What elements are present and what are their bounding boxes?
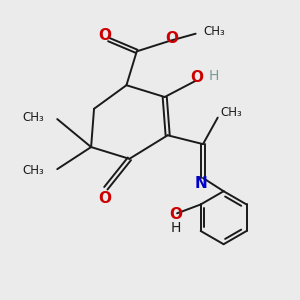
Text: CH₃: CH₃ xyxy=(203,25,225,38)
Text: H: H xyxy=(209,69,219,83)
Text: O: O xyxy=(98,191,111,206)
Text: H: H xyxy=(170,221,181,235)
Text: CH₃: CH₃ xyxy=(221,106,242,119)
Text: CH₃: CH₃ xyxy=(22,111,44,124)
Text: O: O xyxy=(98,28,111,43)
Text: O: O xyxy=(169,207,182,222)
Text: CH₃: CH₃ xyxy=(22,164,44,177)
Text: O: O xyxy=(190,70,204,85)
Text: N: N xyxy=(194,176,207,191)
Text: O: O xyxy=(166,31,178,46)
